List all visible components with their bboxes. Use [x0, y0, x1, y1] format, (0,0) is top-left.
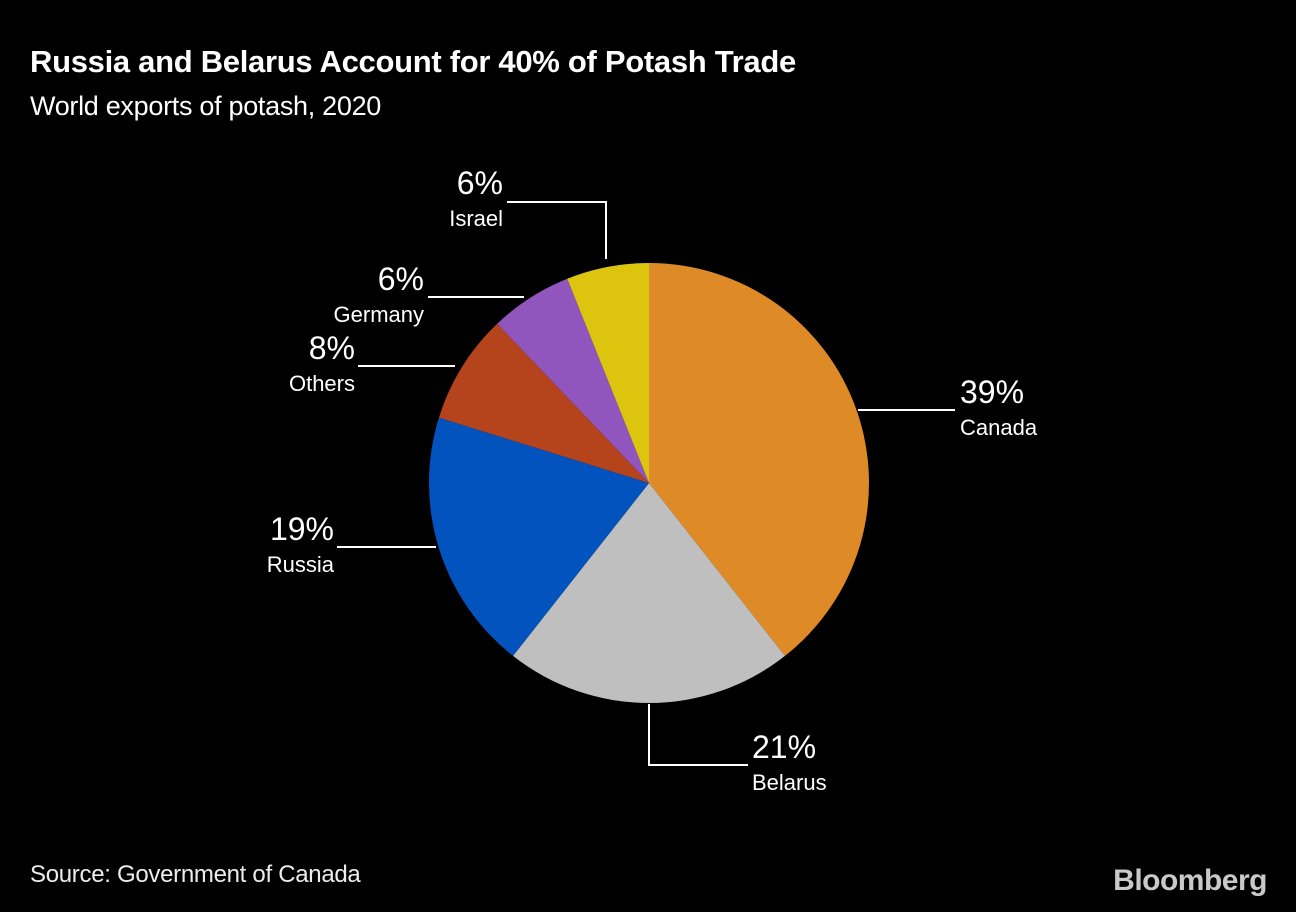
- leader-lines: [337, 201, 955, 766]
- callout-germany: 6% Germany: [204, 261, 424, 330]
- callout-israel: 6% Israel: [283, 165, 503, 234]
- source-attribution: Source: Government of Canada: [30, 861, 361, 888]
- callout-belarus: 21% Belarus: [752, 729, 972, 798]
- chart-title: Russia and Belarus Account for 40% of Po…: [30, 44, 796, 79]
- pie-slice-germany: [497, 278, 649, 483]
- callout-belarus-percent: 21%: [752, 729, 817, 765]
- callout-russia-label: Russia: [266, 552, 334, 577]
- callout-others-percent: 8%: [308, 330, 355, 366]
- callout-others-label: Others: [288, 371, 355, 396]
- callout-canada-label: Canada: [960, 415, 1038, 440]
- callout-israel-label: Israel: [449, 206, 503, 231]
- callout-germany-percent: 6%: [377, 261, 424, 297]
- callout-germany-label: Germany: [333, 302, 424, 327]
- callout-russia-percent: 19%: [269, 511, 334, 547]
- leader-line-israel: [507, 201, 607, 259]
- callout-russia: 19% Russia: [114, 511, 334, 580]
- chart-header: Russia and Belarus Account for 40% of Po…: [30, 42, 796, 124]
- pie-slice-canada: [649, 263, 869, 656]
- bloomberg-logo: Bloomberg: [1113, 864, 1267, 897]
- callout-canada: 39% Canada: [960, 374, 1180, 443]
- callout-canada-percent: 39%: [960, 374, 1025, 410]
- pie-slice-russia: [429, 417, 649, 656]
- pie-slice-others: [438, 323, 649, 483]
- callout-belarus-label: Belarus: [752, 770, 827, 795]
- chart-subtitle: World exports of potash, 2020: [30, 91, 382, 121]
- pie-slice-belarus: [513, 483, 785, 703]
- callout-others: 8% Others: [135, 330, 355, 399]
- pie-slices: [429, 263, 869, 703]
- callout-israel-percent: 6%: [456, 165, 503, 201]
- leader-line-belarus: [648, 704, 748, 766]
- pie-slice-israel: [567, 263, 649, 483]
